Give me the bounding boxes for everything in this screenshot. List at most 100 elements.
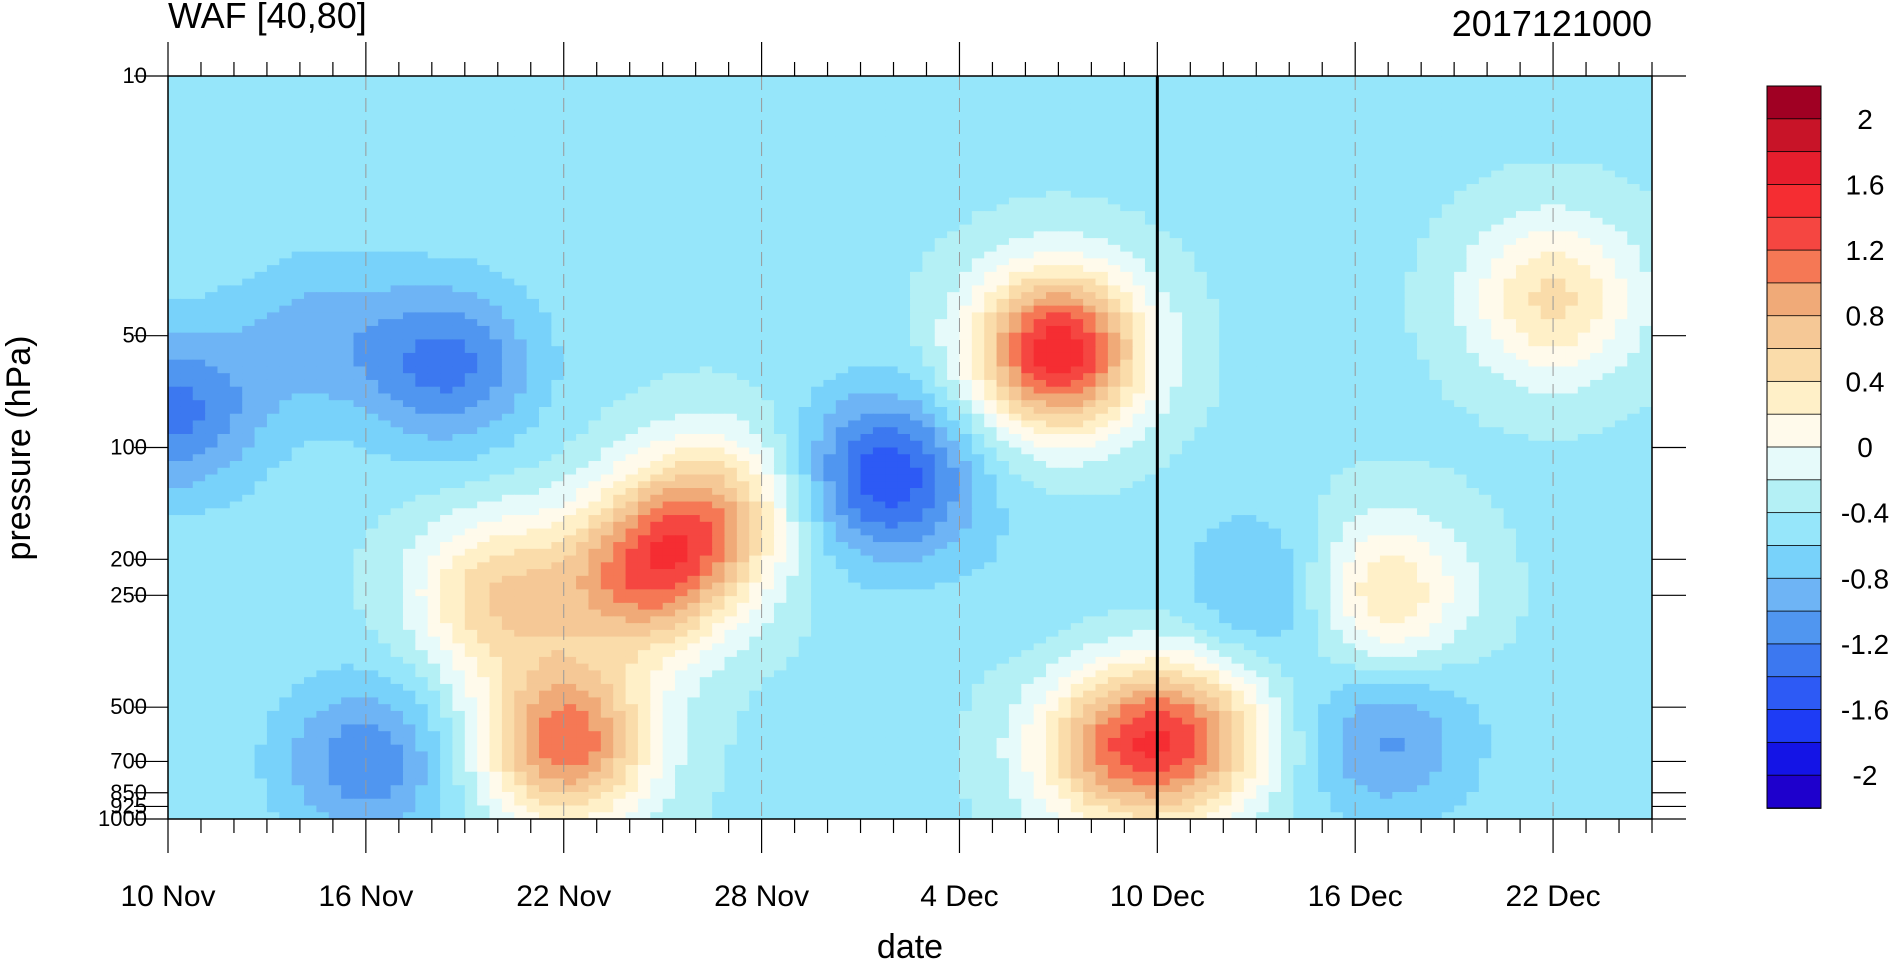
contour-cell xyxy=(1515,204,1529,212)
contour-cell xyxy=(724,157,738,165)
contour-cell xyxy=(514,244,528,253)
contour-cell xyxy=(1404,170,1418,178)
contour-cell xyxy=(1355,143,1369,151)
contour-cell xyxy=(551,211,565,219)
contour-cell xyxy=(1070,211,1084,219)
contour-cell xyxy=(637,305,651,313)
contour-cell xyxy=(279,130,293,138)
contour-cell xyxy=(1033,170,1047,178)
contour-cell xyxy=(576,265,590,273)
contour-cell xyxy=(712,150,726,158)
contour-cell xyxy=(1602,170,1616,178)
contour-cell xyxy=(501,265,515,273)
contour-cell xyxy=(687,332,701,341)
contour-cell xyxy=(1590,346,1604,354)
contour-cell xyxy=(1454,157,1468,165)
contour-cell xyxy=(477,265,491,273)
contour-cell xyxy=(1169,89,1183,97)
contour-cell xyxy=(848,217,862,226)
contour-cell xyxy=(1095,109,1109,118)
contour-cell xyxy=(1169,190,1183,199)
contour-cell xyxy=(1206,103,1220,111)
contour-cell xyxy=(885,130,899,138)
contour-cell xyxy=(180,238,194,246)
contour-cell xyxy=(576,211,590,219)
contour-cell xyxy=(576,244,590,253)
contour-cell xyxy=(415,332,429,341)
contour-cell xyxy=(897,184,911,192)
contour-cell xyxy=(749,244,763,253)
contour-cell xyxy=(242,292,256,300)
contour-cell xyxy=(1293,332,1307,341)
contour-cell xyxy=(1429,305,1443,313)
contour-cell xyxy=(514,204,528,212)
contour-cell xyxy=(180,244,194,253)
contour-cell xyxy=(217,339,231,347)
contour-cell xyxy=(1429,177,1443,185)
contour-cell xyxy=(341,177,355,185)
contour-cell xyxy=(229,76,243,84)
contour-cell xyxy=(872,116,886,124)
contour-cell xyxy=(1515,258,1529,266)
contour-cell xyxy=(675,319,688,327)
contour-cell xyxy=(1305,89,1319,97)
contour-cell xyxy=(1478,332,1492,341)
contour-cell xyxy=(1577,325,1591,334)
contour-cell xyxy=(1070,103,1084,111)
contour-cell xyxy=(217,312,231,320)
contour-cell xyxy=(304,96,317,104)
contour-cell xyxy=(1046,319,1059,327)
contour-cell xyxy=(848,150,862,158)
contour-cell xyxy=(699,298,713,307)
contour-cell xyxy=(1169,231,1183,239)
contour-cell xyxy=(1392,204,1406,212)
contour-cell xyxy=(823,123,837,131)
contour-cell xyxy=(266,143,280,151)
contour-cell xyxy=(378,251,392,259)
contour-cell xyxy=(650,298,664,307)
contour-cell xyxy=(1033,285,1047,293)
contour-cell xyxy=(910,352,923,361)
contour-cell xyxy=(934,278,948,286)
contour-cell xyxy=(1553,82,1567,91)
contour-cell xyxy=(551,244,565,253)
contour-cell xyxy=(489,319,503,327)
contour-cell xyxy=(1590,170,1604,178)
contour-cell xyxy=(885,170,899,178)
contour-cell xyxy=(378,177,392,185)
contour-cell xyxy=(452,123,466,131)
contour-cell xyxy=(341,231,355,239)
contour-cell xyxy=(1206,143,1220,151)
contour-cell xyxy=(1429,292,1443,300)
contour-cell xyxy=(1305,332,1319,341)
contour-cell xyxy=(1417,190,1430,199)
contour-cell xyxy=(440,204,454,212)
contour-cell xyxy=(1441,258,1455,266)
contour-cell xyxy=(786,305,800,313)
contour-cell xyxy=(885,298,899,307)
contour-cell xyxy=(254,76,268,84)
contour-cell xyxy=(415,244,429,253)
contour-cell xyxy=(1070,352,1084,361)
contour-cell xyxy=(205,109,219,118)
contour-cell xyxy=(1268,292,1282,300)
contour-cell xyxy=(1058,339,1072,347)
contour-cell xyxy=(712,244,726,253)
contour-cell xyxy=(1157,163,1171,172)
contour-cell xyxy=(1107,346,1121,354)
contour-cell xyxy=(1132,170,1146,178)
contour-cell xyxy=(242,204,256,212)
contour-cell xyxy=(526,271,540,280)
contour-cell xyxy=(1404,298,1418,307)
contour-cell xyxy=(415,190,429,199)
contour-cell xyxy=(229,136,243,145)
contour-cell xyxy=(1256,346,1270,354)
contour-cell xyxy=(341,76,355,84)
contour-cell xyxy=(304,231,317,239)
contour-cell xyxy=(786,339,800,347)
contour-cell xyxy=(402,312,416,320)
contour-cell xyxy=(637,123,651,131)
contour-cell xyxy=(440,197,454,205)
contour-cell xyxy=(1305,143,1319,151)
contour-cell xyxy=(1293,184,1307,192)
